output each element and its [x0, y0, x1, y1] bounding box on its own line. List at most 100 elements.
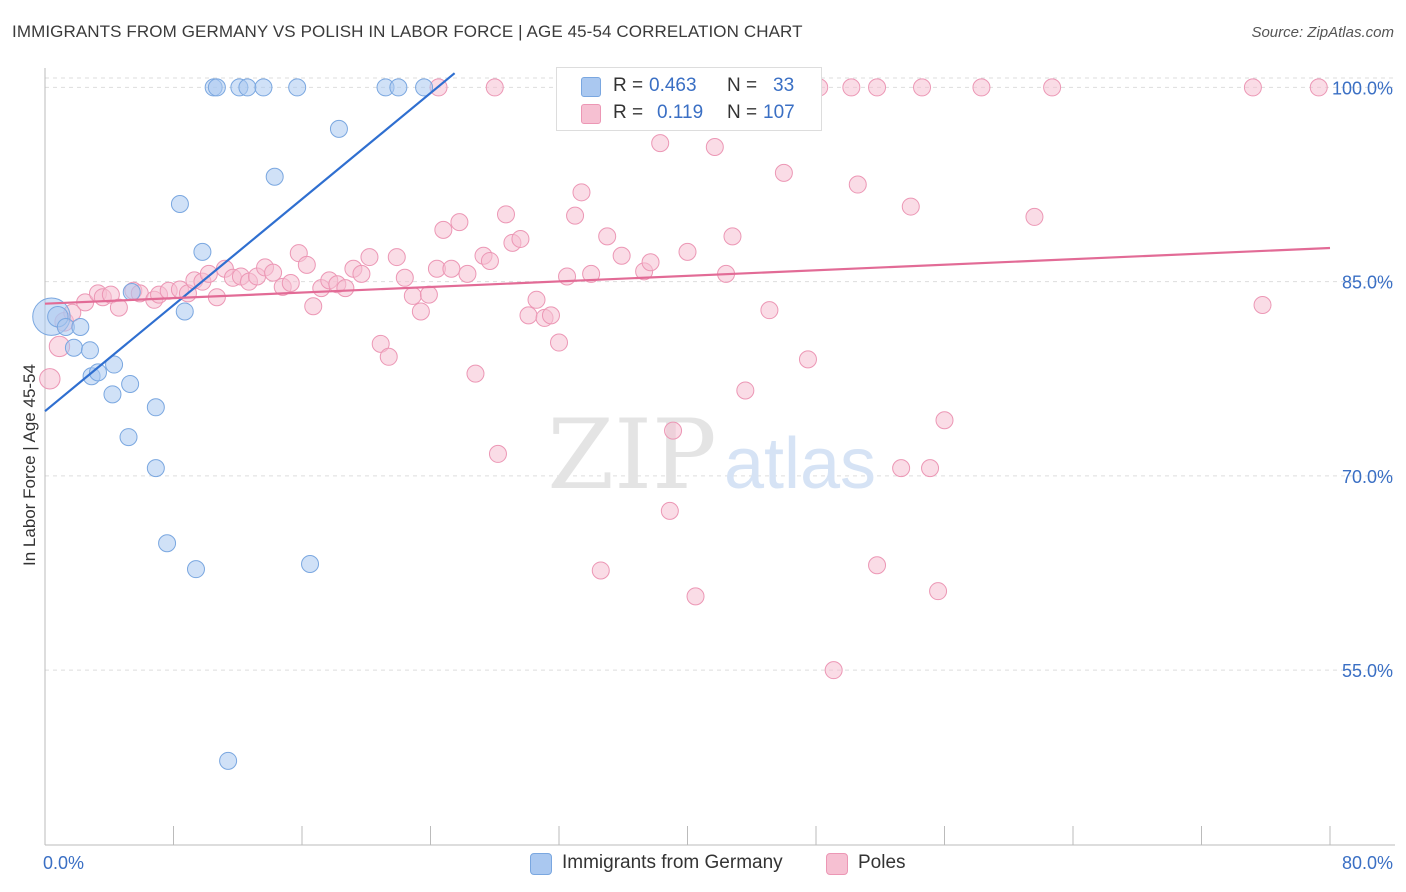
- chart-title: IMMIGRANTS FROM GERMANY VS POLISH IN LAB…: [12, 22, 803, 41]
- y-tick-label: 70.0%: [1342, 467, 1393, 487]
- poles-point: [591, 561, 610, 580]
- poles-point: [485, 78, 504, 97]
- germany-point: [80, 341, 99, 360]
- poles-point: [678, 242, 697, 261]
- germany-trend-line: [44, 72, 456, 413]
- poles-point: [352, 264, 371, 283]
- poles-point: [641, 253, 660, 272]
- poles-point: [1243, 78, 1262, 97]
- poles-point: [892, 459, 911, 478]
- series-name-poles: Poles: [858, 852, 906, 873]
- poles-point: [929, 582, 948, 601]
- poles-point: [1253, 295, 1272, 314]
- x-tick-label-max: 80.0%: [1342, 853, 1393, 873]
- legend-r-label: R =: [613, 75, 644, 96]
- poles-trend-line: [44, 246, 1331, 305]
- germany-point: [175, 302, 194, 321]
- poles-point: [972, 78, 991, 97]
- poles-point: [387, 248, 406, 267]
- poles-point: [480, 251, 499, 270]
- poles-point: [297, 255, 316, 274]
- watermark-zip: ZIP: [547, 399, 716, 511]
- poles-point: [109, 298, 128, 317]
- germany-point: [329, 119, 348, 138]
- poles-point: [488, 444, 507, 463]
- poles-point: [582, 264, 601, 283]
- poles-point: [541, 306, 560, 325]
- poles-point: [736, 381, 755, 400]
- poles-point: [511, 229, 530, 248]
- poles-point: [824, 661, 843, 680]
- poles-point: [798, 350, 817, 369]
- poles-point: [566, 206, 585, 225]
- poles-point: [705, 137, 724, 156]
- poles-point: [1025, 207, 1044, 226]
- poles-point: [913, 78, 932, 97]
- poles-point: [848, 175, 867, 194]
- poles-point: [572, 183, 591, 202]
- germany-point: [288, 78, 307, 97]
- poles-point: [842, 78, 861, 97]
- poles-point: [419, 285, 438, 304]
- y-tick-label: 100.0%: [1332, 78, 1393, 98]
- poles-point: [527, 290, 546, 309]
- germany-point: [146, 398, 165, 417]
- x-tick-label-min: 0.0%: [43, 853, 84, 873]
- poles-point: [921, 459, 940, 478]
- poles-point: [101, 285, 120, 304]
- legend-r-value: 0.463: [649, 75, 697, 96]
- poles-point: [558, 267, 577, 286]
- legend-n-value: 33: [773, 75, 795, 96]
- poles-point: [901, 197, 920, 216]
- germany-point: [238, 78, 257, 97]
- poles-point: [550, 333, 568, 352]
- legend-r-label: R =: [613, 102, 644, 123]
- legend-n-value: 107: [763, 102, 795, 123]
- axis-layer: [44, 68, 1395, 846]
- poles-point: [379, 347, 398, 366]
- poles-point: [598, 227, 617, 246]
- germany-point: [170, 194, 189, 213]
- germany-point: [71, 318, 90, 336]
- legend-n-label: N =: [727, 102, 758, 123]
- poles-point: [360, 248, 379, 267]
- germany-point: [254, 78, 273, 97]
- poles-point: [39, 368, 61, 390]
- germany-point: [265, 167, 284, 186]
- poles-point: [1309, 78, 1328, 97]
- poles-point: [660, 501, 679, 520]
- legend-n-label: N =: [727, 75, 758, 96]
- poles-point: [411, 302, 430, 321]
- legend-swatch-germany: [581, 77, 601, 97]
- trend-lines: [44, 72, 1331, 413]
- poles-point: [519, 306, 538, 325]
- stats-legend: R = 0.463 N = 33 R = 0.119 N = 107: [556, 67, 822, 131]
- poles-point: [1043, 78, 1062, 97]
- poles-point: [612, 246, 631, 265]
- poles-point: [496, 205, 515, 224]
- germany-point: [207, 78, 226, 97]
- germany-point: [193, 242, 212, 261]
- poles-point: [664, 421, 683, 440]
- poles-point: [281, 273, 300, 292]
- germany-point: [119, 428, 138, 447]
- germany-point: [301, 554, 320, 573]
- y-tick-label: 55.0%: [1342, 661, 1393, 681]
- series-name-germany: Immigrants from Germany: [562, 852, 783, 873]
- tick-labels: 55.0% 70.0% 85.0% 100.0% 0.0% 80.0%: [43, 78, 1393, 873]
- germany-point: [186, 560, 205, 579]
- poles-point: [686, 587, 705, 606]
- germany-points: [32, 78, 434, 770]
- germany-point: [122, 283, 141, 302]
- legend-swatch-poles: [581, 104, 601, 124]
- germany-point: [103, 385, 122, 404]
- poles-point: [723, 227, 742, 246]
- watermark-atlas: atlas: [724, 424, 876, 504]
- poles-point: [774, 163, 793, 182]
- poles-point: [868, 556, 887, 575]
- series-swatch-germany: [530, 853, 552, 875]
- poles-point: [935, 411, 954, 430]
- poles-point: [466, 364, 485, 383]
- germany-point: [64, 338, 83, 357]
